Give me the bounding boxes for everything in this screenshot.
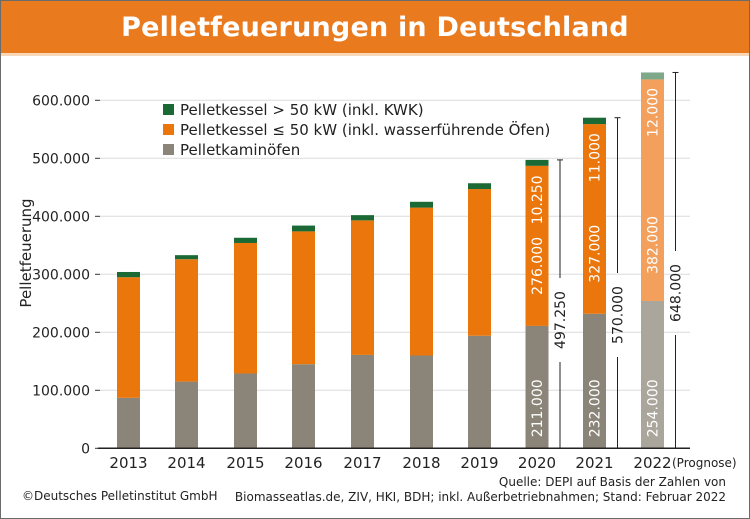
data-label: 12.000 (646, 88, 662, 137)
bar-segment-2021-1 (583, 124, 606, 314)
bar-segment-2022-1 (641, 79, 664, 301)
data-label: 232.000 (588, 379, 604, 437)
bar-segment-2016-0 (292, 364, 315, 449)
bar-segment-2021-2 (583, 117, 606, 125)
total-label: 570.000 (611, 286, 627, 344)
header-divider (1, 53, 749, 56)
bar-segment-2016-1 (292, 231, 315, 365)
bar-segment-2020-2 (525, 159, 549, 166)
data-label: 254.000 (646, 379, 662, 437)
bar-segment-2014-0 (175, 381, 198, 449)
data-label: 211.000 (530, 379, 546, 437)
bar-segment-2021-0 (583, 313, 606, 449)
x-tick-label: 2022 (633, 454, 671, 472)
source-line-2: Biomasseatlas.de, ZIV, HKI, BDH; inkl. A… (234, 490, 726, 504)
source-line-1: Quelle: DEPI auf Basis der Zahlen von (498, 475, 726, 489)
y-tick-label: 600.000 (32, 93, 90, 109)
data-label: 276.000 (530, 237, 546, 295)
bar-segment-2015-1 (234, 242, 257, 374)
x-tick-label: 2019 (460, 454, 498, 472)
x-tick-label: 2017 (343, 454, 381, 472)
y-tick-label: 400.000 (32, 209, 90, 225)
x-tick-label: 2014 (167, 454, 205, 472)
bar-segment-2014-1 (175, 259, 198, 382)
bar-segment-2018-1 (410, 207, 433, 356)
y-axis-label: Pelletfeuerung (17, 198, 35, 307)
legend-swatch (163, 124, 174, 135)
bar-segment-2016-2 (292, 225, 315, 232)
data-label: 10.250 (530, 175, 546, 224)
bar-segment-2020-0 (525, 325, 549, 449)
bar-segment-2019-1 (468, 189, 491, 336)
bar-segment-2013-1 (117, 277, 140, 398)
x-tick-label: 2021 (575, 454, 613, 472)
bar-segment-2019-2 (468, 183, 491, 190)
bar-segment-2019-0 (468, 335, 491, 449)
data-label: 382.000 (646, 216, 662, 274)
legend-swatch (163, 104, 174, 115)
header-bar: Pelletfeuerungen in Deutschland (1, 1, 749, 53)
legend-label: Pelletkaminöfen (180, 141, 300, 159)
bar-segment-2017-2 (351, 215, 374, 221)
bar-segment-2018-0 (410, 355, 433, 449)
bar-segment-2014-2 (175, 255, 198, 260)
legend-swatch (163, 144, 174, 155)
bar-segment-2020-1 (525, 165, 549, 326)
legend-label: Pelletkessel ≤ 50 kW (inkl. wasserführen… (180, 120, 550, 139)
bar-segment-2022-0 (641, 300, 664, 449)
legend-label: Pelletkessel > 50 kW (inkl. KWK) (180, 101, 424, 119)
copyright-text: ©Deutsches Pelletinstitut GmbH (22, 489, 218, 503)
y-tick-label: 300.000 (32, 267, 90, 283)
chart-title: Pelletfeuerungen in Deutschland (121, 11, 629, 43)
x-tick-label: 2015 (226, 454, 264, 472)
bar-segment-2015-2 (234, 237, 257, 243)
y-tick-label: 200.000 (32, 325, 90, 341)
bar-segment-2017-0 (351, 354, 374, 449)
total-label: 497.250 (553, 291, 569, 349)
bar-segment-2017-1 (351, 220, 374, 355)
y-tick-label: 0 (81, 441, 90, 457)
data-label: 327.000 (588, 225, 604, 283)
y-tick-label: 100.000 (32, 383, 90, 399)
x-tick-label: 2020 (518, 454, 556, 472)
data-label: 11.000 (588, 133, 604, 182)
x-tick-label: 2018 (402, 454, 440, 472)
x-tick-note: (Prognose) (672, 456, 737, 470)
y-tick-label: 500.000 (32, 151, 90, 167)
x-tick-label: 2013 (109, 454, 147, 472)
bar-segment-2022-2 (641, 72, 664, 80)
bar-segment-2013-2 (117, 271, 140, 278)
total-label: 648.000 (669, 264, 685, 322)
bar-segment-2018-2 (410, 201, 433, 208)
x-tick-label: 2016 (284, 454, 322, 472)
bar-segment-2015-0 (234, 373, 257, 449)
bar-segment-2013-0 (117, 397, 140, 449)
